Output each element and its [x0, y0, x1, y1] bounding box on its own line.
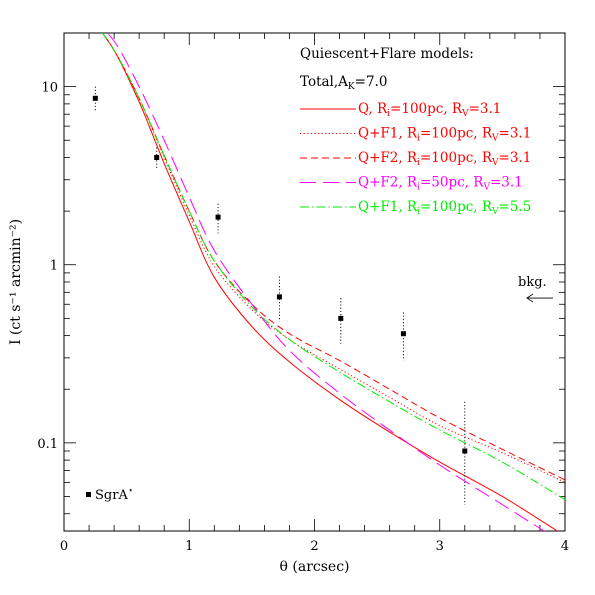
x-tick-label: 0 [60, 539, 68, 554]
legend-subtitle-main: Total,A [300, 74, 348, 90]
y-tick-label: 1 [50, 259, 58, 274]
data-point [462, 448, 468, 454]
legend-subtitle-sub: K [348, 82, 355, 92]
model-curves [101, 33, 565, 531]
legend-entry-part: V [461, 109, 469, 119]
bkg-label: bkg. [518, 275, 547, 290]
data-point [338, 315, 344, 321]
legend-entry-2: Q+F1, Ri=100pc, RV=3.1 [358, 126, 531, 144]
legend-entry-5: Q+F1, Ri=100pc, RV=5.5 [358, 199, 531, 217]
legend-entry-part: =100pc, R [420, 150, 493, 166]
legend-entry-part: =50pc, R [420, 175, 484, 191]
legend-entry-part: i [417, 134, 420, 144]
legend-entry-part: =3.1 [499, 126, 532, 142]
y-axis-label: I (ct s⁻¹ arcmin⁻²) [8, 219, 24, 345]
legend-entry-part: i [417, 207, 420, 217]
legend-title: Quiescent+Flare models: [300, 46, 474, 62]
series-line-5 [101, 33, 565, 501]
x-axis-label: θ (arcsec) [280, 559, 350, 575]
legend-entry-part: =3.1 [499, 150, 532, 166]
x-tick-label: 3 [436, 539, 444, 554]
legend-entry-part: V [491, 207, 499, 217]
x-tick-label: 2 [310, 539, 318, 554]
legend-entry-part: i [417, 158, 420, 168]
y-tick-label: 10 [41, 81, 58, 96]
bkg-arrow-head [526, 293, 534, 303]
legend-entry-4: Q+F2, Ri=50pc, RV=3.1 [358, 175, 523, 193]
x-tick-label: 4 [561, 539, 569, 554]
series-line-4 [106, 33, 546, 531]
legend-entry-part: V [482, 183, 490, 193]
data-point [154, 155, 160, 160]
legend: Quiescent+Flare models: Total,AK=7.0 Q, … [300, 46, 531, 217]
sgra-label-sup: ⋆ [128, 486, 134, 496]
legend-entry-part: =3.1 [469, 101, 502, 117]
legend-entry-part: Q+F1, R [358, 126, 418, 142]
data-point [400, 331, 406, 337]
legend-subtitle: Total,AK=7.0 [300, 74, 387, 92]
legend-entry-part: Q+F1, R [358, 199, 418, 215]
legend-subtitle-suffix: =7.0 [355, 74, 388, 90]
legend-entry-part: Q+F2, R [358, 175, 418, 191]
sgra-label-main: SgrA [95, 488, 128, 503]
legend-entry-part: =100pc, R [390, 101, 463, 117]
legend-entry-1: Q, Ri=100pc, RV=3.1 [358, 101, 501, 119]
x-tick-label: 1 [185, 539, 193, 554]
sgra-legend-label: SgrA⋆ [95, 486, 133, 503]
sgra-legend-marker [86, 492, 91, 497]
legend-entry-part: V [491, 134, 499, 144]
legend-entry-part: i [387, 109, 390, 119]
series-line-3 [101, 33, 565, 481]
legend-entry-part: =3.1 [490, 175, 523, 191]
y-tick-label: 0.1 [37, 437, 58, 452]
data-point [276, 294, 282, 300]
legend-entry-part: i [417, 183, 420, 193]
legend-entry-part: =5.5 [499, 199, 532, 215]
data-points [92, 86, 468, 505]
axis-ticks: 0 1 2 3 4 0.1 1 10 [37, 32, 569, 554]
legend-entry-part: Q, R [358, 101, 388, 117]
legend-entry-part: Q+F2, R [358, 150, 418, 166]
series-line-1 [101, 33, 559, 531]
data-point [92, 95, 98, 101]
legend-entry-part: =100pc, R [420, 126, 493, 142]
annotations: bkg. SgrA⋆ [86, 275, 553, 503]
legend-entry-part: =100pc, R [420, 199, 493, 215]
legend-entry-part: V [491, 158, 499, 168]
legend-entry-3: Q+F2, Ri=100pc, RV=3.1 [358, 150, 531, 168]
data-point [215, 214, 221, 220]
